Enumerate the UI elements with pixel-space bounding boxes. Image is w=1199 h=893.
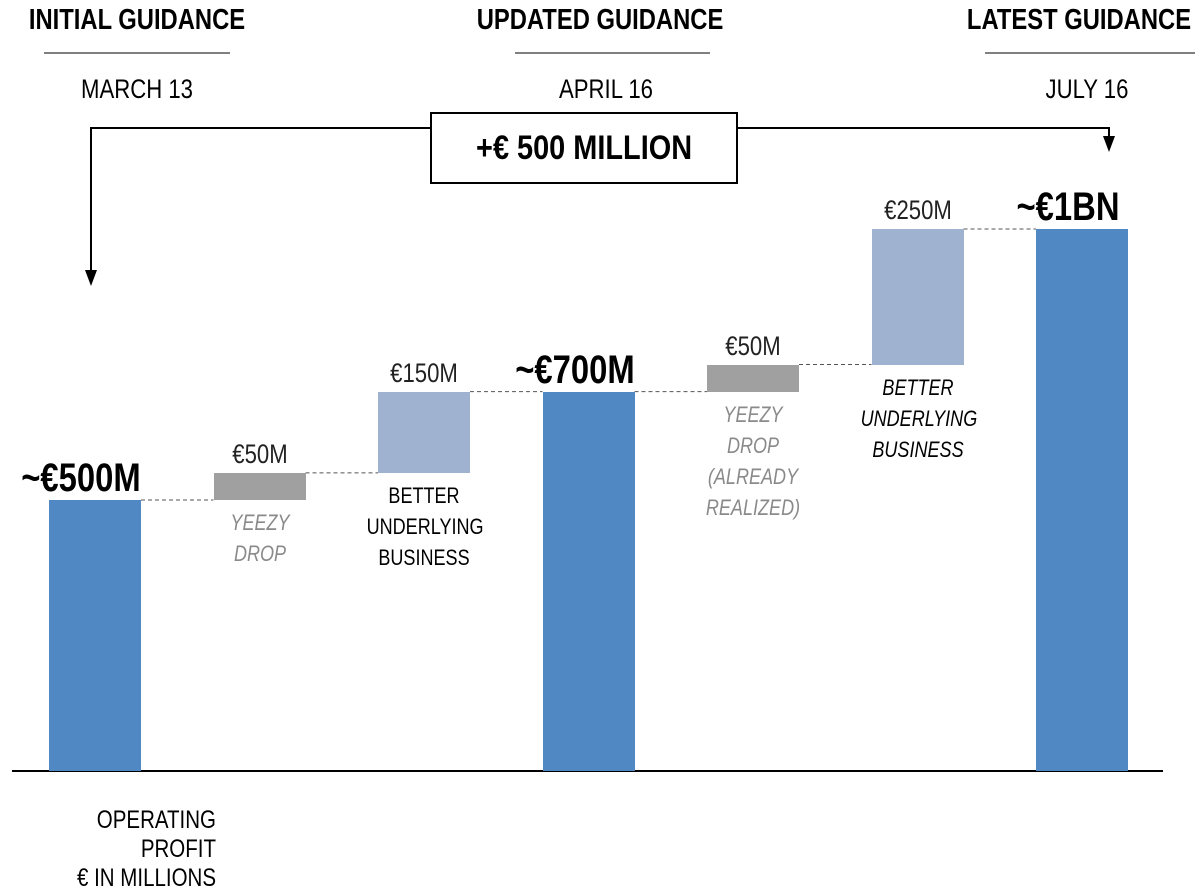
value-label: ~€1BN — [1016, 185, 1120, 229]
bar — [542, 391, 635, 771]
arrow-head — [85, 270, 97, 286]
chart: +€ 500 MILLION OPERATING PROFIT € IN MIL… — [12, 4, 1195, 892]
header-date: MARCH 13 — [81, 74, 193, 104]
category-label: YEEZY DROP — [229, 510, 290, 566]
annotation: +€ 500 MILLION — [475, 128, 693, 167]
header-title: LATEST GUIDANCE — [966, 4, 1192, 36]
value-label: €50M — [725, 330, 781, 361]
y-axis-label: OPERATING PROFIT € IN MILLIONS — [77, 806, 216, 892]
category-label: BETTER UNDERLYING BUSINESS — [366, 482, 484, 570]
annotation-box: +€ 500 MILLION — [430, 112, 738, 184]
value-label: ~€700M — [514, 347, 635, 392]
arrow-head — [1103, 136, 1115, 152]
arrow-line — [736, 127, 1110, 138]
bar — [707, 364, 799, 392]
bar — [213, 472, 306, 500]
bar — [378, 391, 470, 473]
header-title: INITIAL GUIDANCE — [28, 4, 246, 36]
header-date: JULY 16 — [1045, 74, 1129, 104]
value-label: €150M — [390, 357, 458, 388]
value-label: €50M — [231, 438, 288, 469]
decor — [12, 52, 1195, 772]
value-label: ~€500M — [21, 456, 141, 500]
arrow-line — [90, 127, 430, 272]
header-title: UPDATED GUIDANCE — [476, 4, 724, 36]
bar — [49, 500, 141, 771]
bar — [1036, 229, 1128, 771]
bar — [871, 229, 964, 365]
header-date: APRIL 16 — [559, 74, 653, 104]
value-label: €250M — [883, 195, 952, 225]
category-label: BETTER UNDERLYING BUSINESS — [860, 374, 977, 462]
category-label: YEEZY DROP (ALREADY REALIZED) — [705, 401, 801, 520]
